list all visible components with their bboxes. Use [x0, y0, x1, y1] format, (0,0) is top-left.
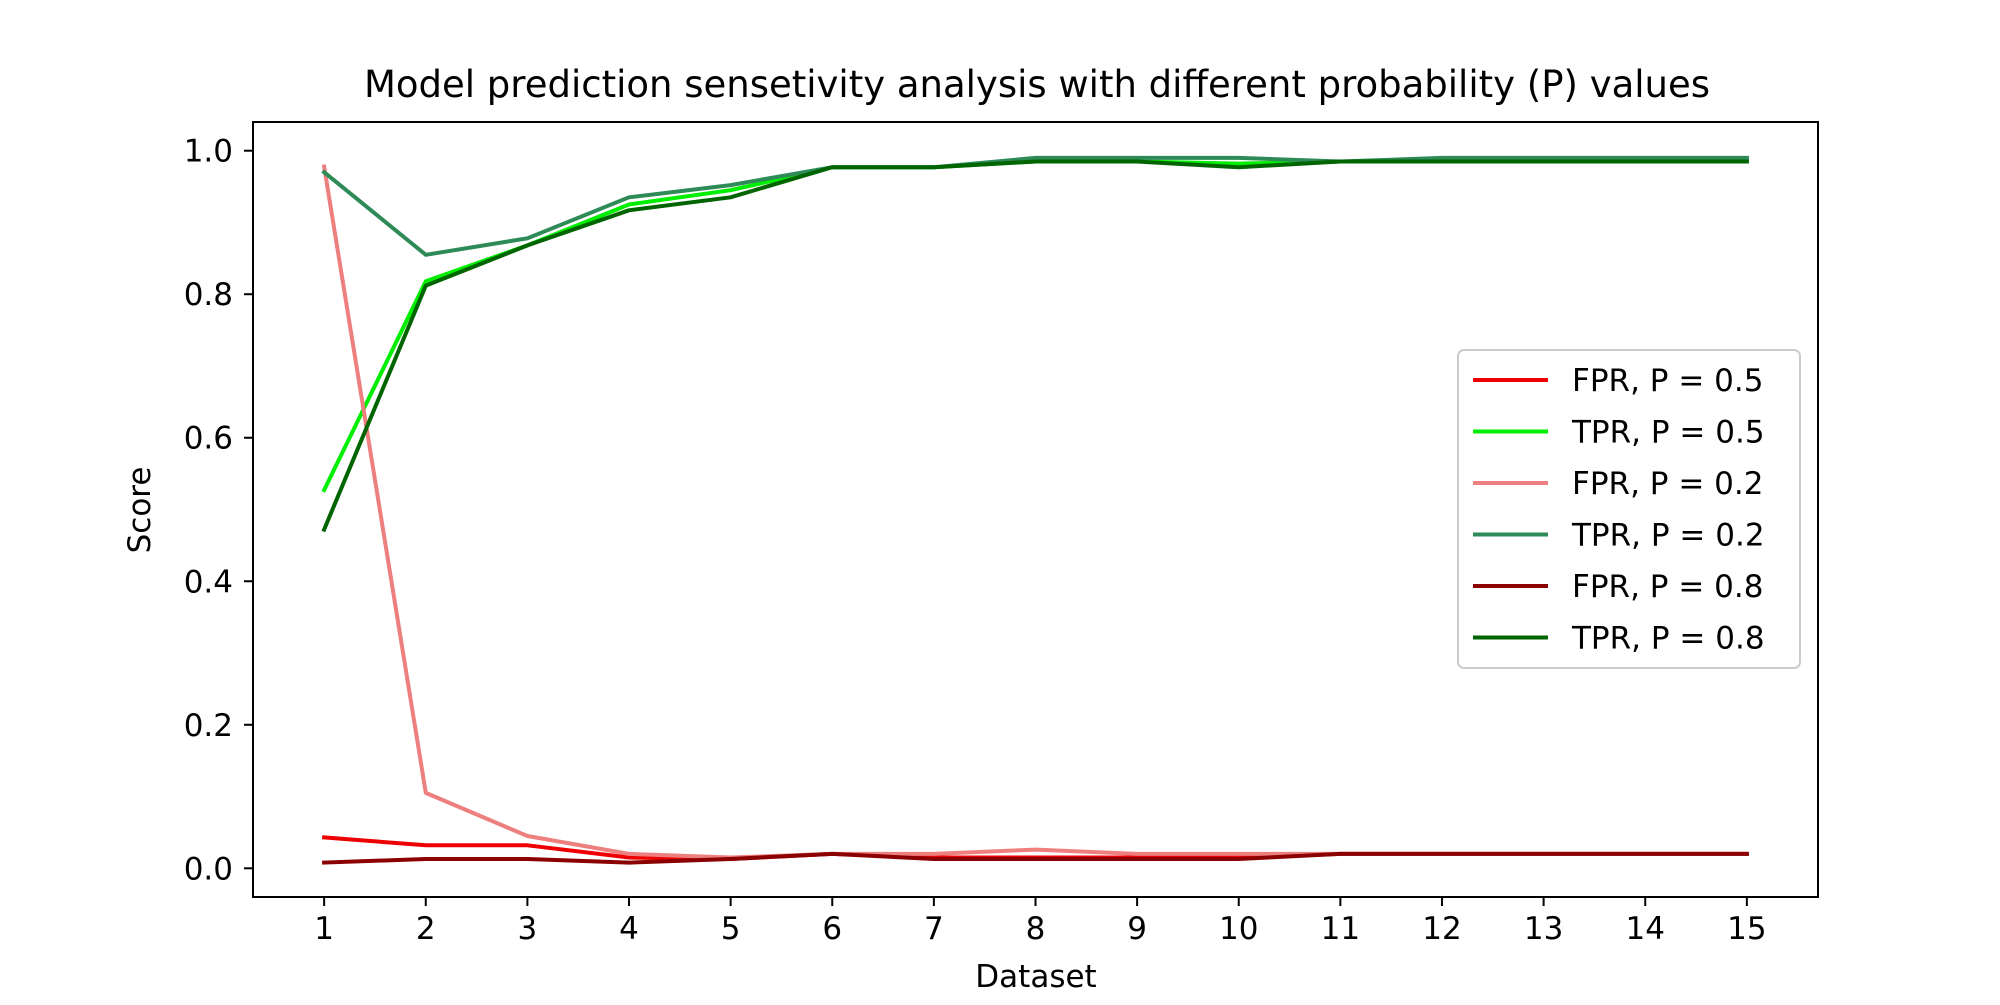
x-axis-label: Dataset [975, 959, 1096, 995]
legend-label: FPR, P = 0.5 [1572, 363, 1763, 399]
x-tick-label: 10 [1219, 911, 1258, 947]
legend-label: TPR, P = 0.2 [1571, 518, 1765, 554]
y-tick-label: 0.2 [184, 708, 233, 744]
plot-area [321, 155, 1749, 865]
x-tick-label: 11 [1321, 911, 1360, 947]
x-axis: 1 2 3 4 5 6 7 8 9 10 11 12 13 14 15 [314, 897, 1767, 947]
x-tick-label: 4 [619, 911, 639, 947]
legend-label: FPR, P = 0.2 [1572, 466, 1763, 502]
legend-label: TPR, P = 0.5 [1571, 415, 1765, 451]
x-tick-label: 14 [1626, 911, 1665, 947]
y-tick-label: 0.4 [184, 564, 233, 600]
x-tick-label: 6 [822, 911, 842, 947]
x-tick-label: 13 [1524, 911, 1563, 947]
series-line-6 [321, 159, 1749, 533]
x-tick-label: 1 [314, 911, 334, 947]
legend-label: TPR, P = 0.8 [1571, 621, 1765, 657]
legend-label: FPR, P = 0.8 [1572, 569, 1763, 605]
series-line-5 [322, 851, 1749, 865]
x-tick-label: 3 [518, 911, 538, 947]
chart-title: Model prediction sensetivity analysis wi… [364, 63, 1710, 106]
x-tick-label: 5 [721, 911, 741, 947]
series-line-4 [321, 155, 1749, 257]
x-tick-label: 8 [1026, 911, 1046, 947]
y-tick-label: 1.0 [184, 134, 233, 170]
legend: FPR, P = 0.5 TPR, P = 0.5 FPR, P = 0.2 TPR,… [1457, 349, 1801, 669]
y-tick-label: 0.0 [184, 851, 233, 887]
y-axis: 0.0 0.2 0.4 0.6 0.8 1.0 [184, 134, 253, 887]
y-axis-label: Score [122, 467, 158, 554]
x-tick-label: 12 [1422, 911, 1461, 947]
x-tick-label: 15 [1727, 911, 1766, 947]
y-tick-label: 0.6 [184, 421, 233, 457]
x-tick-label: 9 [1127, 911, 1147, 947]
x-tick-label: 7 [924, 911, 944, 947]
x-tick-label: 2 [416, 911, 436, 947]
y-tick-label: 0.8 [184, 277, 233, 313]
